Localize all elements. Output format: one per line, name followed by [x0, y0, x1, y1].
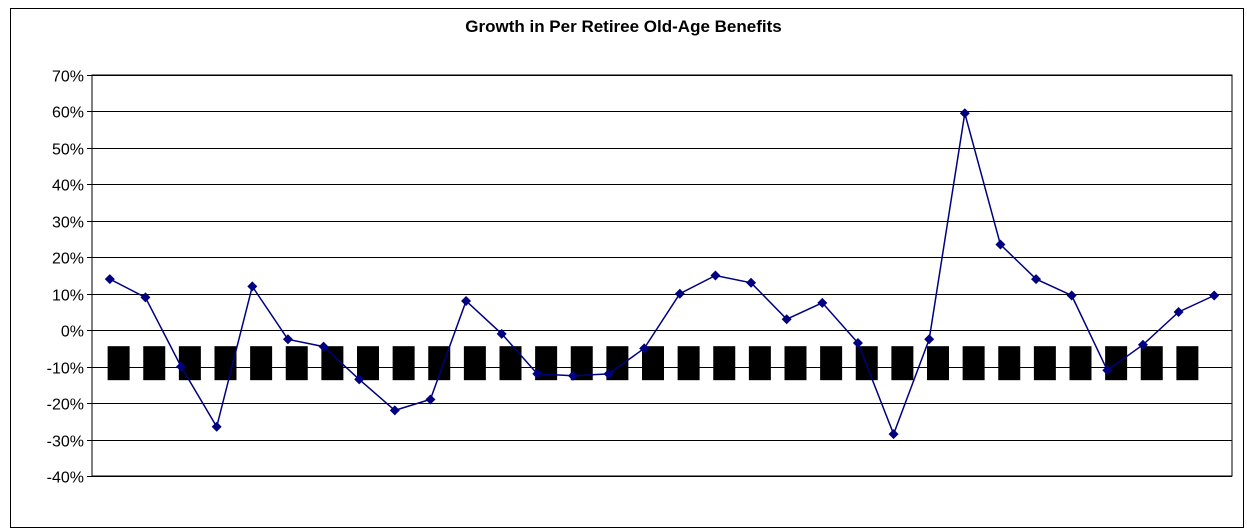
y-tick-label: -20%	[47, 397, 84, 414]
data-point	[354, 374, 365, 385]
data-point	[603, 368, 614, 379]
data-point	[104, 274, 115, 285]
redacted-category-label	[713, 346, 736, 381]
data-point	[318, 341, 329, 352]
y-tick-label: -30%	[47, 434, 84, 451]
y-tick-label: 50%	[52, 142, 84, 159]
data-point	[710, 270, 721, 281]
redacted-category-label	[1033, 346, 1056, 381]
data-point	[425, 394, 436, 405]
redacted-category-label	[855, 346, 878, 381]
data-point	[461, 296, 472, 307]
data-point	[496, 328, 507, 339]
data-point	[247, 281, 258, 292]
data-point	[888, 429, 899, 440]
data-point	[817, 297, 828, 308]
redacted-category-label	[143, 346, 166, 381]
data-point	[389, 405, 400, 416]
data-point	[639, 343, 650, 354]
series-line	[109, 113, 1215, 437]
data-point	[532, 368, 543, 379]
data-point	[674, 288, 685, 299]
data-point	[1031, 274, 1042, 285]
data-point	[567, 370, 578, 381]
redacted-category-label	[891, 346, 914, 381]
redacted-category-label	[748, 346, 771, 381]
redacted-category-label	[107, 346, 130, 381]
y-tick-label: -10%	[47, 361, 84, 378]
data-point	[1173, 306, 1184, 317]
data-point	[211, 421, 222, 432]
y-tick-label: 20%	[52, 251, 84, 268]
redacted-category-label	[1176, 346, 1199, 381]
redacted-category-label	[1140, 346, 1163, 381]
data-point	[924, 334, 935, 345]
data-point	[995, 239, 1006, 250]
chart-plot: 70% 60% 50% 40% 30% 20% 10% 0% -10% -20% -30% -40%	[47, 69, 1233, 487]
data-point	[781, 314, 792, 325]
series-layer	[104, 108, 1220, 440]
redacted-category-label	[463, 346, 486, 381]
data-point	[746, 277, 757, 288]
chart-frame	[10, 8, 1244, 528]
data-point	[140, 292, 151, 303]
redacted-category-label	[820, 346, 843, 381]
redacted-category-label	[499, 346, 522, 381]
y-tick-label: 40%	[52, 178, 84, 195]
redacted-category-label	[535, 346, 558, 381]
redacted-category-label	[570, 346, 593, 381]
y-tick-label: 70%	[52, 69, 84, 86]
redacted-category-label	[677, 346, 700, 381]
y-tick-label: 10%	[52, 288, 84, 305]
redacted-category-label	[1069, 346, 1092, 381]
data-point	[1209, 290, 1220, 301]
y-tick-label: -40%	[47, 470, 84, 487]
redacted-category-label	[392, 346, 415, 381]
redacted-category-label	[357, 346, 379, 381]
redacted-category-label	[927, 346, 949, 381]
y-tick-label: 60%	[52, 105, 84, 122]
y-tick-label: 0%	[61, 324, 84, 341]
data-point	[1137, 339, 1148, 350]
data-point	[1066, 290, 1077, 301]
redacted-category-label	[998, 346, 1021, 381]
data-point	[282, 334, 293, 345]
redacted-category-label	[642, 346, 664, 381]
data-point	[852, 337, 863, 348]
data-point	[1102, 365, 1113, 376]
redacted-category-label	[962, 346, 985, 381]
chart-title: Growth in Per Retiree Old-Age Benefits	[465, 17, 782, 36]
data-point	[176, 361, 187, 372]
redaction-layer	[107, 346, 1199, 381]
grid-layer	[91, 74, 1233, 477]
redacted-category-label	[285, 346, 308, 381]
data-point	[959, 108, 970, 119]
redacted-category-label	[250, 346, 273, 381]
y-tick-label: 30%	[52, 215, 84, 232]
axis-layer: 70% 60% 50% 40% 30% 20% 10% 0% -10% -20% -30% -40%	[47, 69, 92, 487]
redacted-category-label	[784, 346, 807, 381]
plot-area	[91, 74, 1233, 477]
redacted-category-label	[321, 346, 344, 381]
redacted-category-label	[428, 346, 451, 381]
